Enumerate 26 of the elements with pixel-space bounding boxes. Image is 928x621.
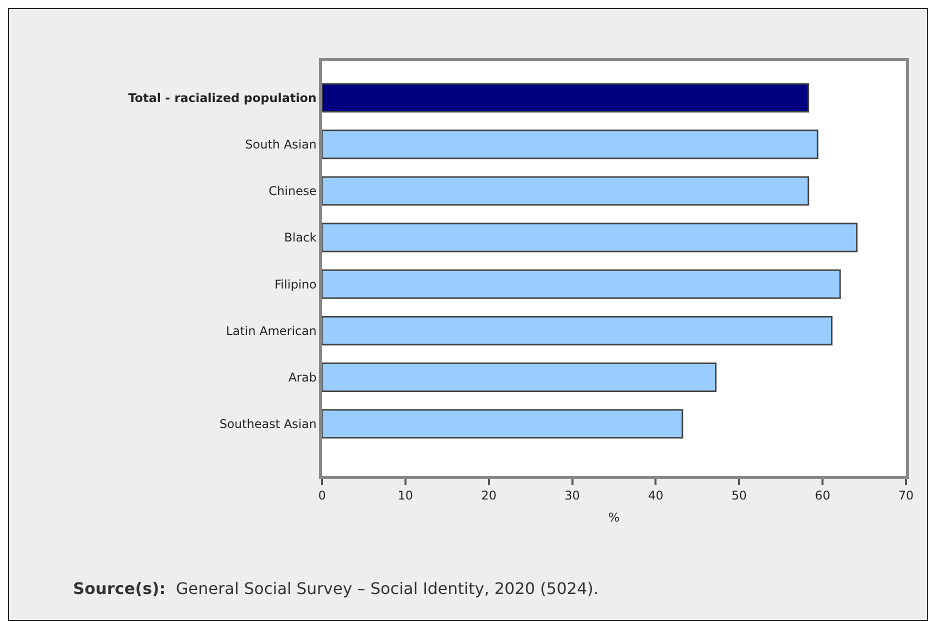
source-note: Source(s): General Social Survey – Social Identity, 2020 (5024). [73,579,598,598]
x-tick-label: 50 [732,488,747,502]
bar [322,316,832,346]
bar [322,83,810,113]
bar [322,222,858,252]
y-tick-label: Black [284,230,317,245]
x-tick-label: 10 [398,488,414,502]
x-tick-label: 20 [481,488,496,502]
y-tick-label: Latin American [226,324,317,338]
bar [322,409,684,439]
y-tick-label: Arab [288,370,317,384]
x-tick-label: 0 [318,488,326,502]
bar [322,362,717,392]
bar [322,176,810,206]
x-tick-label: 60 [814,488,830,502]
x-tick-label: 30 [564,488,580,502]
y-tick-label: Total - racialized population [128,91,317,105]
bar [322,269,841,299]
y-tick-label: Southeast Asian [219,417,317,432]
bar [322,130,818,160]
y-tick-label: Chinese [268,184,317,198]
x-tick-label: 40 [648,488,664,502]
y-tick-label: Filipino [274,277,317,292]
x-axis-title: % [608,510,620,524]
y-tick-label: South Asian [245,138,317,152]
x-tick-label: 70 [898,488,914,502]
